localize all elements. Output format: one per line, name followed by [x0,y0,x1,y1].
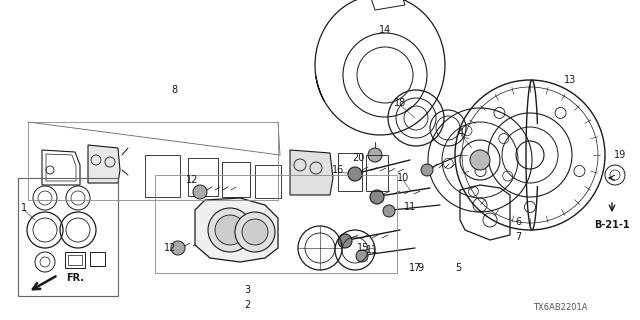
Text: 8: 8 [171,85,177,95]
Bar [18,178,118,296]
Text: 6: 6 [515,217,521,227]
Text: 19: 19 [614,150,626,160]
Bar [65,252,85,268]
Polygon shape [195,198,278,262]
Bar [366,155,388,191]
Polygon shape [88,145,120,183]
Text: 13: 13 [564,75,576,85]
Text: FR.: FR. [66,273,84,283]
Text: 15: 15 [357,243,369,253]
Bar [28,122,278,200]
Circle shape [208,208,252,252]
Circle shape [421,164,433,176]
Bar [155,175,397,273]
Text: 20: 20 [352,153,364,163]
Bar [222,162,250,197]
Text: 16: 16 [332,165,344,175]
Circle shape [215,223,225,233]
Polygon shape [290,150,333,195]
Bar [255,165,281,198]
Text: 11: 11 [366,245,378,255]
Text: 1: 1 [21,203,27,213]
Bar [188,158,218,196]
Text: 12: 12 [164,243,176,253]
Circle shape [370,190,384,204]
Text: B-21-1: B-21-1 [594,220,630,230]
Circle shape [348,167,362,181]
Text: 10: 10 [397,173,409,183]
Circle shape [383,205,395,217]
Circle shape [368,148,382,162]
Bar [145,155,180,197]
Text: 12: 12 [186,175,198,185]
Circle shape [215,215,245,245]
Text: 17: 17 [409,263,421,273]
Circle shape [235,212,275,252]
Circle shape [356,250,368,262]
Circle shape [242,219,268,245]
Text: 2: 2 [244,300,250,310]
Circle shape [470,150,490,170]
Text: 9: 9 [417,263,423,273]
Circle shape [171,241,185,255]
Bar [68,255,82,265]
Circle shape [193,185,207,199]
Circle shape [338,234,352,248]
Text: 11: 11 [404,202,416,212]
Bar [90,252,105,266]
Text: 3: 3 [244,285,250,295]
Text: 14: 14 [379,25,391,35]
Text: 4: 4 [458,128,464,138]
Text: TX6AB2201A: TX6AB2201A [532,303,588,313]
Text: 18: 18 [394,98,406,108]
Text: 7: 7 [515,232,521,242]
Bar [338,153,362,191]
Text: 5: 5 [455,263,461,273]
